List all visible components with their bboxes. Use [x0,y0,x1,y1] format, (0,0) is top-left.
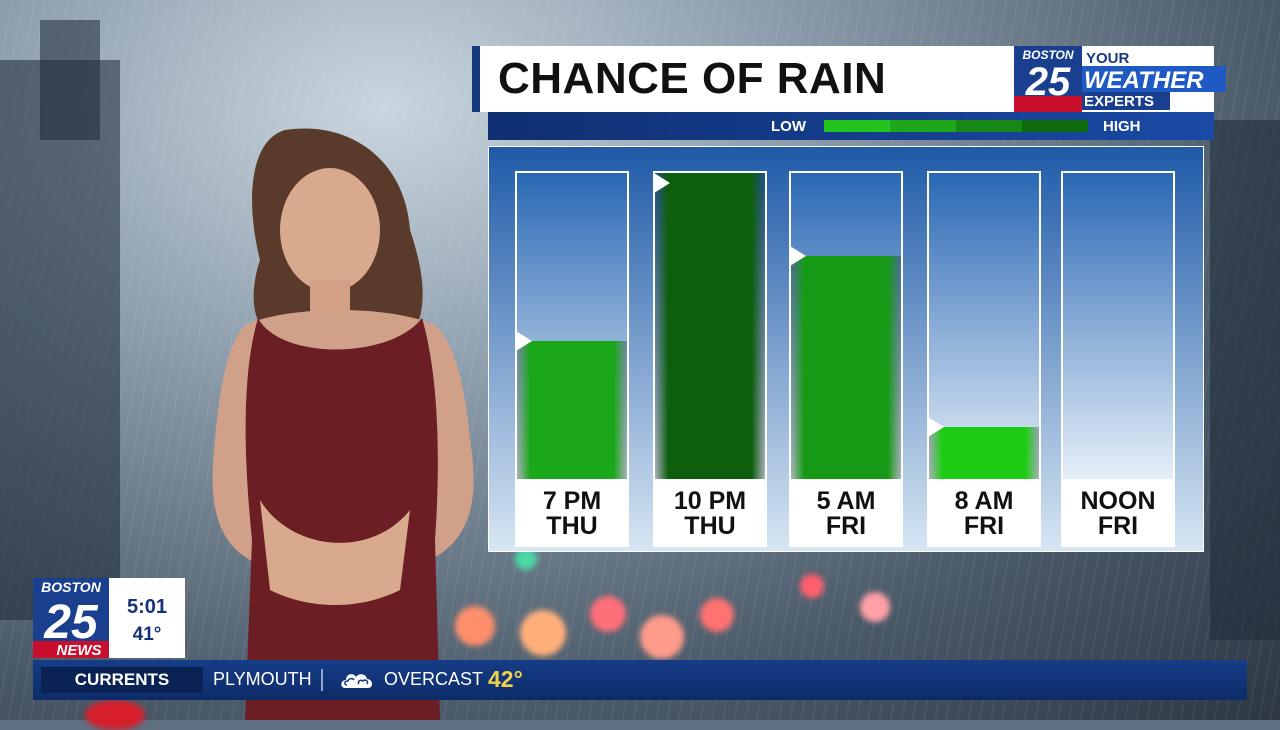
chart-bar-label-time: NOON [1080,487,1156,515]
boston25-news-logo: BOSTON 25 NEWS [33,578,109,658]
scale-high-label: HIGH [1103,118,1141,135]
chart-bar-label-day: FRI [963,512,1005,540]
current-condition: OVERCAST [384,669,484,689]
chart-bar-label-time: 5 AM [816,487,876,515]
chart-bar [655,173,765,479]
chart-column-track [929,173,1039,479]
scale-low-label: LOW [771,118,806,135]
presenter-figure [212,128,474,720]
chart-bar-marker [791,246,806,266]
chart-bar [791,256,901,479]
chart-bar-marker [929,417,944,437]
clock-box: 5:01 41° [109,578,185,658]
chart-column: 5 AM FRI [789,171,903,547]
chart-bar-label-time: 7 PM [542,487,602,515]
overcast-cloud-icon [341,674,373,688]
ticker-divider [321,669,323,691]
scale-step [956,120,1022,132]
chart-column-track [1063,173,1173,479]
boston25-weather-logo: BOSTON 25 YOUR WEATHER EXPERTS [1014,46,1226,112]
chart-bar-label-day: THU [546,512,598,540]
chart-column: 10 PM THU [653,171,767,547]
chart-bar-label: 5 AM FRI [789,489,903,539]
chart-title: CHANCE OF RAIN [498,54,887,103]
logo-number-text: 25 [1025,60,1071,104]
rain-chance-chart: 7 PM THU 10 PM THU 5 AM FRI 8 AM FRI NOON FRI [488,146,1204,552]
chart-column-track [517,173,627,479]
current-location: PLYMOUTH [213,669,312,689]
chart-bar-label: NOON FRI [1061,489,1175,539]
chart-bar-label-time: 10 PM [673,487,747,515]
scale-gradient [824,120,1088,132]
chart-bar-marker [517,331,532,351]
chart-column-track [791,173,901,479]
rain-scale-legend: LOW HIGH [488,112,1214,140]
chart-bar-label-time: 8 AM [954,487,1014,515]
chart-bar-label-day: THU [684,512,736,540]
scale-step [890,120,956,132]
scale-step [1022,120,1088,132]
chart-bar-label: 8 AM FRI [927,489,1041,539]
logo-tagline-3: EXPERTS [1084,93,1154,110]
logo-tagline-1: YOUR [1086,50,1130,67]
news-logo-number: 25 [43,596,99,649]
chart-column: 7 PM THU [515,171,629,547]
chart-bar [517,341,627,479]
clock-time: 5:01 [126,596,168,618]
chart-bar-label-day: FRI [1097,512,1139,540]
news-logo-station: BOSTON [41,579,102,595]
clock-temp: 41° [132,624,162,645]
bottom-ticker: CURRENTS PLYMOUTH OVERCAST 42° [33,660,1247,700]
logo-station-text: BOSTON [1022,48,1073,62]
chart-column: NOON FRI [1061,171,1175,547]
chart-bar-marker [655,173,670,193]
scale-step [824,120,890,132]
chart-column-track [655,173,765,479]
chart-bar-label: 7 PM THU [515,489,629,539]
currents-tab: CURRENTS [41,667,203,693]
logo-tagline-2: WEATHER [1084,67,1204,94]
current-temperature: 42° [488,666,523,692]
news-logo-label: NEWS [57,642,102,658]
chart-bar-label-day: FRI [825,512,867,540]
chart-bar-label: 10 PM THU [653,489,767,539]
chart-column: 8 AM FRI [927,171,1041,547]
chart-bar [929,427,1039,479]
